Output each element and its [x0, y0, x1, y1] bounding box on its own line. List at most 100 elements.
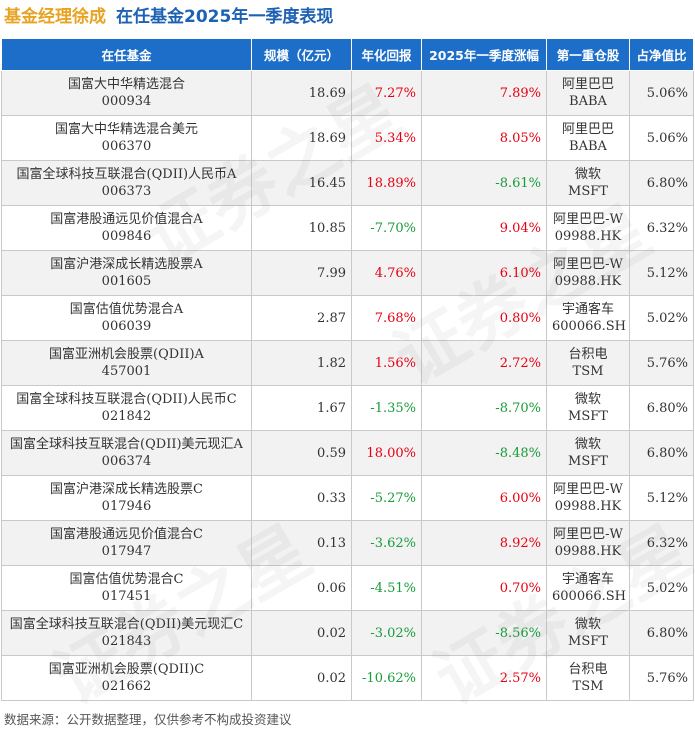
ratio-cell: 5.02%: [629, 565, 694, 611]
holding-name: 阿里巴巴-W: [553, 482, 623, 497]
holding-code: MSFT: [568, 184, 608, 199]
top-holding-cell: 微软 MSFT: [546, 610, 630, 656]
ratio-cell: 5.12%: [629, 250, 694, 296]
q1-change-cell: 2.72%: [421, 340, 547, 386]
fund-code: 001605: [101, 274, 152, 289]
holding-name: 台积电: [568, 347, 608, 362]
q1-change-cell: -8.48%: [421, 430, 547, 476]
holding-name: 台积电: [568, 662, 608, 677]
scale-cell: 0.33: [251, 475, 352, 521]
fund-code: 457001: [101, 364, 152, 379]
q1-change-cell: 8.05%: [421, 115, 547, 161]
q1-change-cell: -8.56%: [421, 610, 547, 656]
table-row: 国富估值优势混合C 017451 0.06 -4.51% 0.70% 宇通客车 600066…: [1, 565, 694, 611]
ratio-cell: 6.32%: [629, 520, 694, 566]
table-row: 国富大中华精选混合 000934 18.69 7.27% 7.89% 阿里巴巴 BABA 5.…: [1, 70, 694, 116]
table-row: 国富全球科技互联混合(QDII)美元现汇C 021843 0.02 -3.02% -8.…: [1, 610, 694, 656]
holding-name: 宇通客车: [561, 572, 614, 587]
fund-cell: 国富大中华精选混合美元 006370: [1, 115, 252, 161]
holding-code: 09988.HK: [554, 544, 622, 559]
holding-code: BABA: [569, 139, 607, 154]
fund-name: 国富沪港深成长精选股票C: [50, 482, 203, 497]
top-holding-cell: 微软 MSFT: [546, 430, 630, 476]
page-subtitle: 在任基金2025年一季度表现: [116, 7, 334, 27]
scale-cell: 2.87: [251, 295, 352, 341]
fund-code: 017451: [101, 589, 152, 604]
top-holding-cell: 阿里巴巴-W 09988.HK: [546, 475, 630, 521]
scale-cell: 7.99: [251, 250, 352, 296]
table-row: 国富亚洲机会股票(QDII)A 457001 1.82 1.56% 2.72% 台积电 TS…: [1, 340, 694, 386]
manager-name: 基金经理徐成: [4, 7, 106, 27]
col-header-ratio: 占净值比: [629, 38, 694, 71]
ratio-cell: 6.80%: [629, 160, 694, 206]
q1-change-cell: 0.80%: [421, 295, 547, 341]
holding-code: BABA: [569, 94, 607, 109]
holding-code: TSM: [572, 364, 604, 379]
top-holding-cell: 微软 MSFT: [546, 160, 630, 206]
holding-name: 阿里巴巴: [561, 122, 614, 137]
fund-code: 006039: [101, 319, 152, 334]
ratio-cell: 5.76%: [629, 655, 694, 701]
table-row: 国富沪港深成长精选股票A 001605 7.99 4.76% 6.10% 阿里巴巴-W 09…: [1, 250, 694, 296]
ratio-cell: 5.06%: [629, 115, 694, 161]
scale-cell: 18.69: [251, 115, 352, 161]
fund-name: 国富全球科技互联混合(QDII)美元现汇A: [10, 437, 243, 452]
top-holding-cell: 台积电 TSM: [546, 340, 630, 386]
fund-cell: 国富港股通远见价值混合A 009846: [1, 205, 252, 251]
fund-cell: 国富亚洲机会股票(QDII)A 457001: [1, 340, 252, 386]
holding-code: MSFT: [568, 454, 608, 469]
fund-name: 国富全球科技互联混合(QDII)美元现汇C: [9, 617, 244, 632]
ratio-cell: 5.02%: [629, 295, 694, 341]
holding-name: 阿里巴巴-W: [553, 212, 623, 227]
holding-name: 微软: [574, 392, 601, 407]
q1-change-cell: 2.57%: [421, 655, 547, 701]
table-row: 国富估值优势混合A 006039 2.87 7.68% 0.80% 宇通客车 600066.…: [1, 295, 694, 341]
col-header-annual-return: 年化回报: [351, 38, 422, 71]
top-holding-cell: 阿里巴巴-W 09988.HK: [546, 250, 630, 296]
holding-name: 阿里巴巴-W: [553, 527, 623, 542]
ratio-cell: 5.12%: [629, 475, 694, 521]
fund-cell: 国富沪港深成长精选股票C 017946: [1, 475, 252, 521]
fund-name: 国富港股通远见价值混合C: [50, 527, 203, 542]
fund-name: 国富大中华精选混合: [67, 77, 185, 92]
q1-change-cell: 6.10%: [421, 250, 547, 296]
q1-change-cell: 6.00%: [421, 475, 547, 521]
top-holding-cell: 宇通客车 600066.SH: [546, 295, 630, 341]
holding-code: MSFT: [568, 634, 608, 649]
fund-name: 国富亚洲机会股票(QDII)A: [49, 347, 204, 362]
top-holding-cell: 阿里巴巴-W 09988.HK: [546, 205, 630, 251]
annual-return-cell: -1.35%: [351, 385, 422, 431]
fund-name: 国富港股通远见价值混合A: [50, 212, 203, 227]
fund-cell: 国富估值优势混合C 017451: [1, 565, 252, 611]
holding-name: 阿里巴巴-W: [553, 257, 623, 272]
fund-code: 009846: [101, 229, 152, 244]
annual-return-cell: 4.76%: [351, 250, 422, 296]
scale-cell: 0.06: [251, 565, 352, 611]
annual-return-cell: -3.02%: [351, 610, 422, 656]
fund-code: 021843: [101, 634, 152, 649]
annual-return-cell: -7.70%: [351, 205, 422, 251]
annual-return-cell: -3.62%: [351, 520, 422, 566]
annual-return-cell: -10.62%: [351, 655, 422, 701]
fund-cell: 国富估值优势混合A 006039: [1, 295, 252, 341]
scale-cell: 0.02: [251, 610, 352, 656]
q1-change-cell: 9.04%: [421, 205, 547, 251]
holding-name: 微软: [574, 167, 601, 182]
holding-code: TSM: [572, 679, 604, 694]
fund-name: 国富估值优势混合A: [69, 302, 184, 317]
annual-return-cell: 18.89%: [351, 160, 422, 206]
fund-code: 006373: [101, 184, 152, 199]
table-row: 国富大中华精选混合美元 006370 18.69 5.34% 8.05% 阿里巴巴 BABA…: [1, 115, 694, 161]
ratio-cell: 5.76%: [629, 340, 694, 386]
fund-cell: 国富全球科技互联混合(QDII)美元现汇A 006374: [1, 430, 252, 476]
scale-cell: 10.85: [251, 205, 352, 251]
holding-name: 微软: [574, 617, 601, 632]
fund-cell: 国富港股通远见价值混合C 017947: [1, 520, 252, 566]
ratio-cell: 6.80%: [629, 385, 694, 431]
holding-name: 宇通客车: [561, 302, 614, 317]
top-holding-cell: 台积电 TSM: [546, 655, 630, 701]
table-row: 国富港股通远见价值混合C 017947 0.13 -3.62% 8.92% 阿里巴巴-W 0…: [1, 520, 694, 566]
top-holding-cell: 宇通客车 600066.SH: [546, 565, 630, 611]
table-row: 国富港股通远见价值混合A 009846 10.85 -7.70% 9.04% 阿里巴巴-W…: [1, 205, 694, 251]
top-holding-cell: 微软 MSFT: [546, 385, 630, 431]
